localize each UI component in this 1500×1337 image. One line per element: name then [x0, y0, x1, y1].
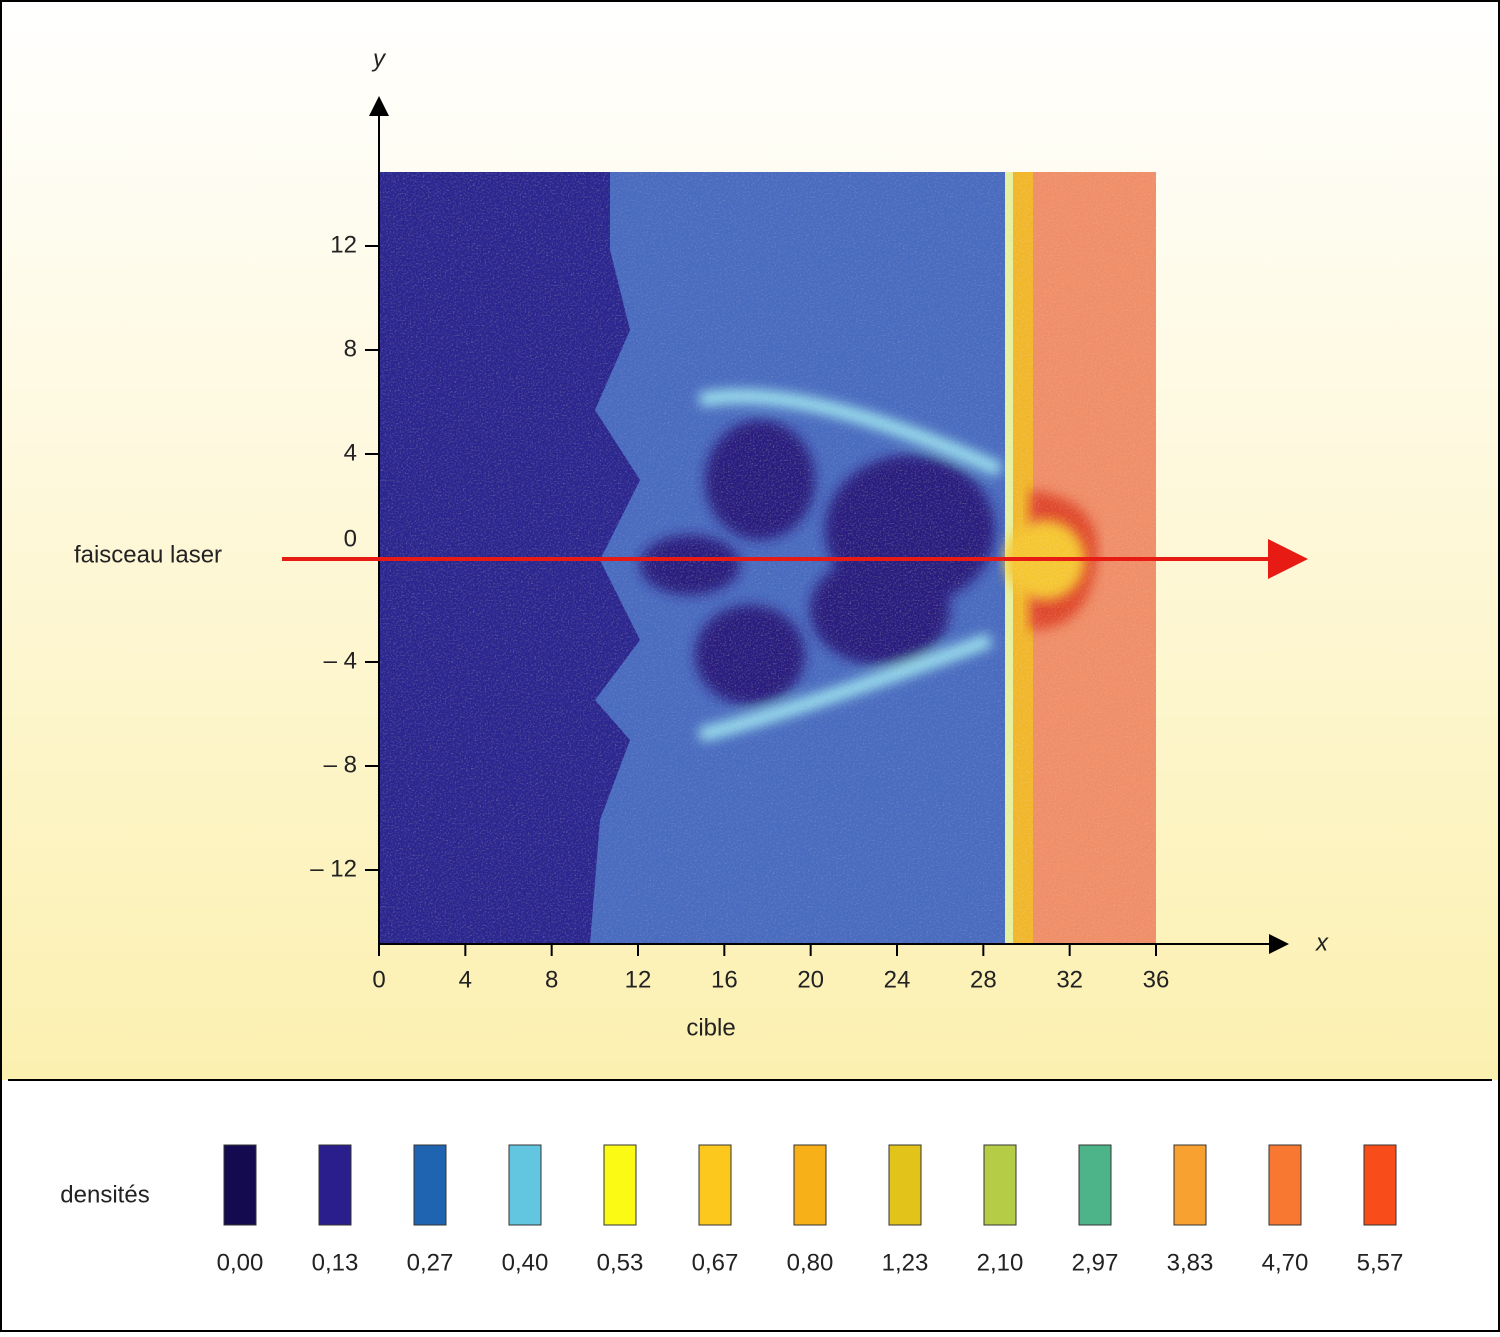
- legend-swatch: [698, 1144, 732, 1226]
- y-tick-label: – 4: [324, 647, 357, 674]
- beam-label: faisceau laser: [74, 541, 222, 568]
- legend-swatch: [603, 1144, 637, 1226]
- legend-label: 0,80: [787, 1249, 834, 1276]
- legend-swatch: [1173, 1144, 1207, 1226]
- x-tick-label: 36: [1143, 966, 1170, 993]
- legend-label: 3,83: [1167, 1249, 1214, 1276]
- y-tick-label: 0: [344, 525, 357, 552]
- legend-swatch: [888, 1144, 922, 1226]
- legend-label: 0,40: [502, 1249, 549, 1276]
- x-tick-label: 24: [884, 966, 911, 993]
- x-tick-label: 8: [545, 966, 558, 993]
- legend-swatch: [508, 1144, 542, 1226]
- x-axis-label: x: [1315, 929, 1329, 956]
- legend-label: 4,70: [1262, 1249, 1309, 1276]
- target-label: cible: [686, 1014, 735, 1041]
- x-tick-label: 0: [372, 966, 385, 993]
- legend-label: 0,13: [312, 1249, 359, 1276]
- legend-label: 0,67: [692, 1249, 739, 1276]
- y-tick-label: 12: [330, 231, 357, 258]
- x-tick-label: 20: [797, 966, 824, 993]
- legend-swatch: [983, 1144, 1017, 1226]
- x-tick-label: 4: [459, 966, 472, 993]
- legend-swatch: [1268, 1144, 1302, 1226]
- y-axis-label: y: [371, 45, 387, 72]
- y-tick-label: – 8: [324, 751, 357, 778]
- y-tick-label: 8: [344, 335, 357, 362]
- legend-swatch: [413, 1144, 447, 1226]
- legend-label: 1,23: [882, 1249, 929, 1276]
- y-tick-label: 4: [344, 439, 357, 466]
- legend-title: densités: [60, 1181, 149, 1208]
- legend-label: 2,10: [977, 1249, 1024, 1276]
- y-tick-label: – 12: [310, 855, 357, 882]
- legend-swatch: [793, 1144, 827, 1226]
- legend-label: 0,53: [597, 1249, 644, 1276]
- legend-swatch: [318, 1144, 352, 1226]
- legend-swatch: [1363, 1144, 1397, 1226]
- x-tick-label: 32: [1056, 966, 1083, 993]
- legend-label: 5,57: [1357, 1249, 1404, 1276]
- legend-label: 0,00: [217, 1249, 264, 1276]
- legend-label: 0,27: [407, 1249, 454, 1276]
- legend-label: 2,97: [1072, 1249, 1119, 1276]
- legend-swatch: [1078, 1144, 1112, 1226]
- legend-swatch: [223, 1144, 257, 1226]
- x-tick-label: 28: [970, 966, 997, 993]
- x-tick-label: 16: [711, 966, 738, 993]
- x-tick-label: 12: [625, 966, 652, 993]
